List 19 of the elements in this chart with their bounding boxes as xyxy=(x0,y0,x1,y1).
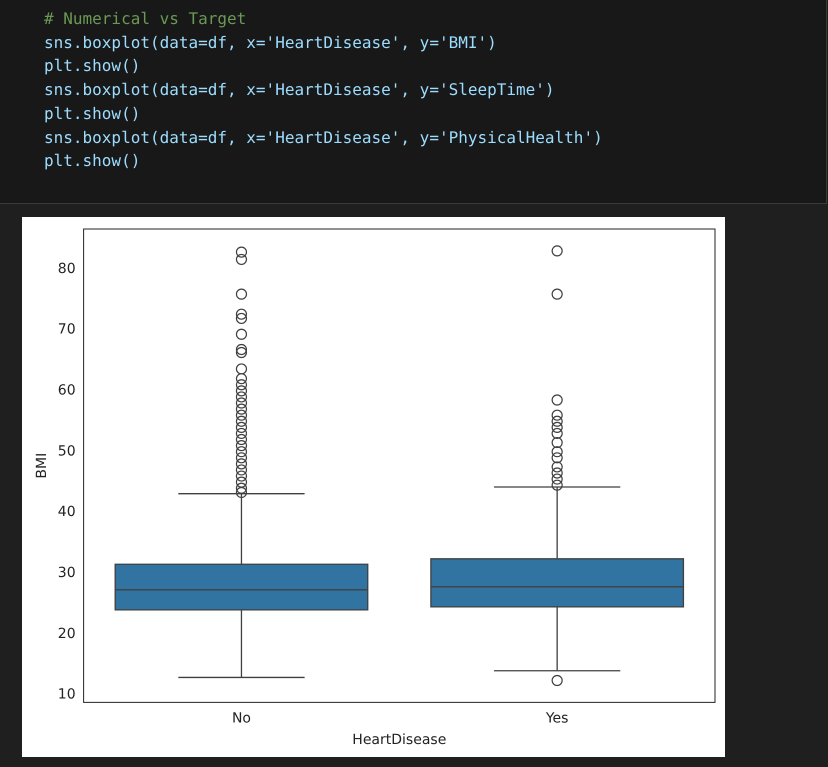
y-tick-label: 40 xyxy=(58,504,76,520)
x-tick-label: Yes xyxy=(544,710,568,726)
y-tick-label: 50 xyxy=(58,443,76,460)
x-tick-label: No xyxy=(232,710,251,726)
text: plt.show() xyxy=(44,55,142,78)
y-tick-label: 80 xyxy=(58,260,76,277)
y-tick-label: 60 xyxy=(58,382,76,398)
y-tick-label: 10 xyxy=(58,686,76,703)
y-axis-title: BMI xyxy=(34,452,50,479)
text: plt.show() xyxy=(44,150,142,172)
y-tick-label: 20 xyxy=(58,626,76,642)
y-tick-label: 30 xyxy=(58,565,76,582)
text: plt.show() xyxy=(44,102,142,125)
x-axis-title: HeartDisease xyxy=(352,732,446,748)
y-tick-label: 70 xyxy=(58,322,76,338)
text: # Numerical vs Target xyxy=(44,8,248,30)
text: sns.boxplot(data=df, x='HeartDisease', y='PhysicalHealth') xyxy=(44,126,603,149)
text: sns.boxplot(data=df, x='HeartDisease', y='SleepTime') xyxy=(44,79,556,102)
text: sns.boxplot(data=df, x='HeartDisease', y='BMI') xyxy=(44,32,498,54)
